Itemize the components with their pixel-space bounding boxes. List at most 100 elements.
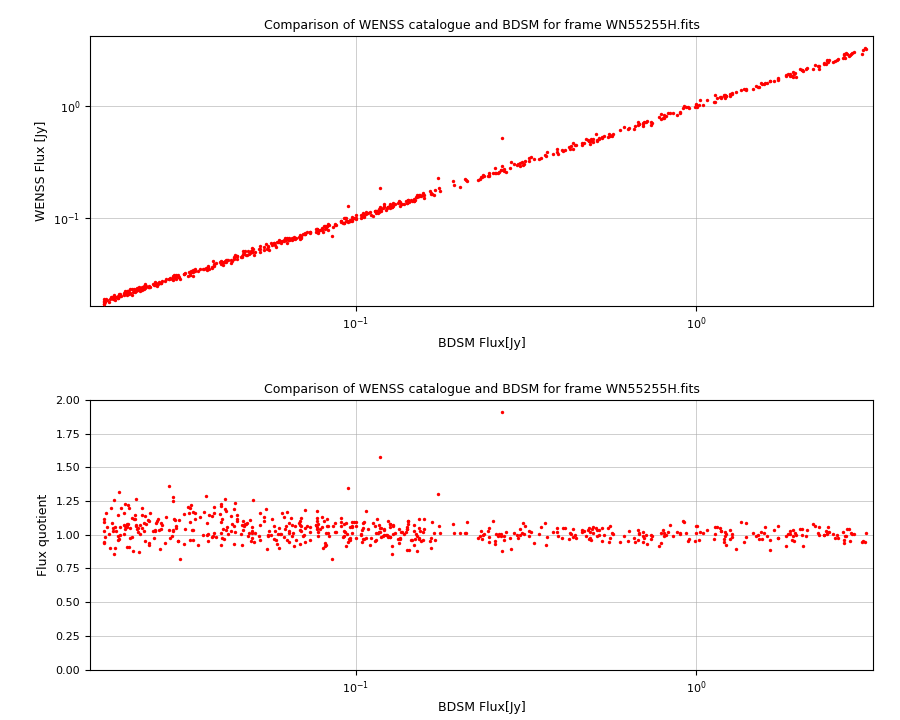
Title: Comparison of WENSS catalogue and BDSM for frame WN55255H.fits: Comparison of WENSS catalogue and BDSM f…	[264, 383, 699, 396]
Point	[800, 63, 814, 74]
Point	[368, 535, 382, 546]
Point	[225, 256, 239, 267]
Point	[787, 66, 801, 77]
Point	[206, 502, 220, 513]
Point	[370, 513, 384, 525]
Point	[562, 143, 577, 154]
Point	[112, 290, 126, 302]
Point	[142, 281, 157, 292]
Point	[382, 201, 397, 212]
Point	[229, 526, 243, 538]
Point	[302, 226, 317, 238]
Point	[718, 90, 733, 102]
Point	[345, 212, 359, 223]
Point	[199, 262, 213, 274]
Point	[842, 535, 857, 546]
Point	[477, 528, 491, 540]
Point	[631, 525, 645, 536]
Point	[412, 532, 427, 544]
Point	[414, 191, 428, 202]
Point	[129, 492, 143, 504]
Point	[103, 293, 117, 305]
Point	[140, 518, 154, 530]
Point	[858, 536, 872, 548]
Point	[586, 521, 600, 533]
Point	[148, 277, 163, 289]
Point	[182, 266, 196, 278]
Point	[268, 239, 283, 251]
Point	[229, 249, 243, 261]
Point	[117, 519, 131, 531]
Point	[337, 531, 351, 542]
Point	[494, 164, 508, 176]
Point	[788, 68, 802, 79]
Point	[107, 495, 122, 506]
Point	[245, 246, 259, 258]
Point	[380, 530, 394, 541]
Point	[700, 94, 715, 106]
Point	[233, 528, 248, 540]
Point	[292, 231, 306, 243]
Point	[140, 515, 155, 526]
Point	[489, 528, 503, 540]
Point	[303, 526, 318, 537]
Point	[494, 528, 508, 539]
Point	[257, 511, 272, 523]
Point	[230, 253, 245, 265]
Point	[334, 215, 348, 227]
Point	[820, 526, 834, 538]
Point	[185, 524, 200, 536]
Point	[540, 146, 554, 158]
Point	[509, 529, 524, 541]
Point	[112, 535, 126, 546]
Point	[360, 207, 374, 219]
Point	[577, 525, 591, 536]
Point	[272, 542, 286, 554]
Point	[590, 128, 604, 140]
Point	[584, 535, 598, 546]
Point	[414, 535, 428, 546]
Point	[476, 169, 491, 181]
Point	[800, 524, 814, 536]
Point	[786, 531, 800, 542]
Point	[112, 292, 126, 304]
Point	[677, 517, 691, 528]
Point	[310, 531, 325, 542]
Point	[424, 532, 438, 544]
Point	[236, 515, 250, 526]
Point	[522, 530, 536, 541]
Point	[166, 270, 180, 282]
Point	[314, 225, 328, 236]
Point	[150, 280, 165, 292]
Point	[676, 515, 690, 526]
Point	[453, 527, 467, 539]
Point	[551, 148, 565, 160]
Point	[433, 186, 447, 197]
Point	[382, 200, 397, 212]
Point	[148, 526, 162, 537]
Point	[631, 534, 645, 545]
Point	[319, 221, 333, 233]
Point	[315, 542, 329, 554]
Point	[844, 48, 859, 60]
Point	[399, 526, 413, 538]
Point	[512, 528, 526, 540]
Point	[590, 134, 604, 145]
Point	[356, 533, 371, 544]
Point	[377, 523, 392, 535]
Point	[233, 251, 248, 263]
Point	[425, 188, 439, 199]
Point	[224, 510, 238, 521]
Point	[458, 174, 473, 185]
Point	[376, 530, 391, 541]
Point	[314, 511, 328, 523]
Point	[137, 283, 151, 294]
Point	[844, 527, 859, 539]
Point	[585, 523, 599, 535]
Point	[821, 521, 835, 532]
Point	[418, 513, 432, 524]
Point	[221, 254, 236, 266]
Point	[338, 526, 352, 537]
Point	[339, 518, 354, 529]
Point	[274, 235, 289, 247]
